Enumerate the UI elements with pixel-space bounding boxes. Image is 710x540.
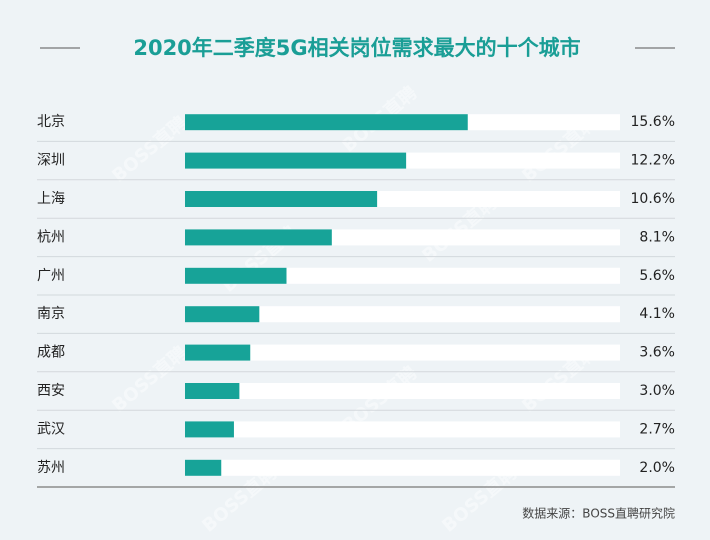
bar	[185, 267, 287, 284]
chart-title: 2020年二季度5G相关岗位需求最大的十个城市	[133, 36, 580, 60]
bar	[185, 421, 234, 438]
bar	[185, 344, 251, 361]
bar-track	[185, 383, 620, 399]
y-tick-label: 杭州	[37, 229, 65, 245]
y-tick-label: 武汉	[37, 421, 65, 437]
y-tick-label: 北京	[37, 114, 65, 130]
source-note: 数据来源：BOSS直聘研究院	[522, 506, 675, 521]
value-label: 3.0%	[639, 383, 675, 399]
value-label: 8.1%	[639, 229, 675, 245]
bar-track	[185, 306, 620, 323]
bar	[185, 191, 378, 207]
bar-track	[185, 344, 620, 361]
y-tick-label: 广州	[37, 268, 65, 284]
value-label: 2.0%	[639, 460, 675, 476]
y-tick-label: 上海	[37, 191, 65, 207]
y-tick-label: 西安	[37, 383, 65, 399]
bar	[185, 152, 407, 169]
value-label: 15.6%	[631, 114, 675, 130]
bar-track	[185, 267, 620, 284]
bar	[185, 459, 222, 476]
bar-track	[185, 421, 620, 438]
bar	[185, 306, 260, 323]
value-label: 2.7%	[639, 421, 675, 437]
y-tick-label: 苏州	[37, 460, 65, 476]
y-tick-label: 成都	[37, 345, 65, 361]
value-label: 3.6%	[639, 345, 675, 361]
value-label: 5.6%	[639, 268, 675, 284]
bar	[185, 229, 332, 246]
bar	[185, 383, 240, 399]
bar	[185, 114, 468, 131]
value-label: 10.6%	[631, 191, 675, 207]
y-tick-label: 南京	[37, 306, 65, 322]
value-label: 12.2%	[631, 153, 675, 169]
bar-track	[185, 459, 620, 476]
value-label: 4.1%	[639, 306, 675, 322]
y-tick-label: 深圳	[37, 153, 65, 169]
